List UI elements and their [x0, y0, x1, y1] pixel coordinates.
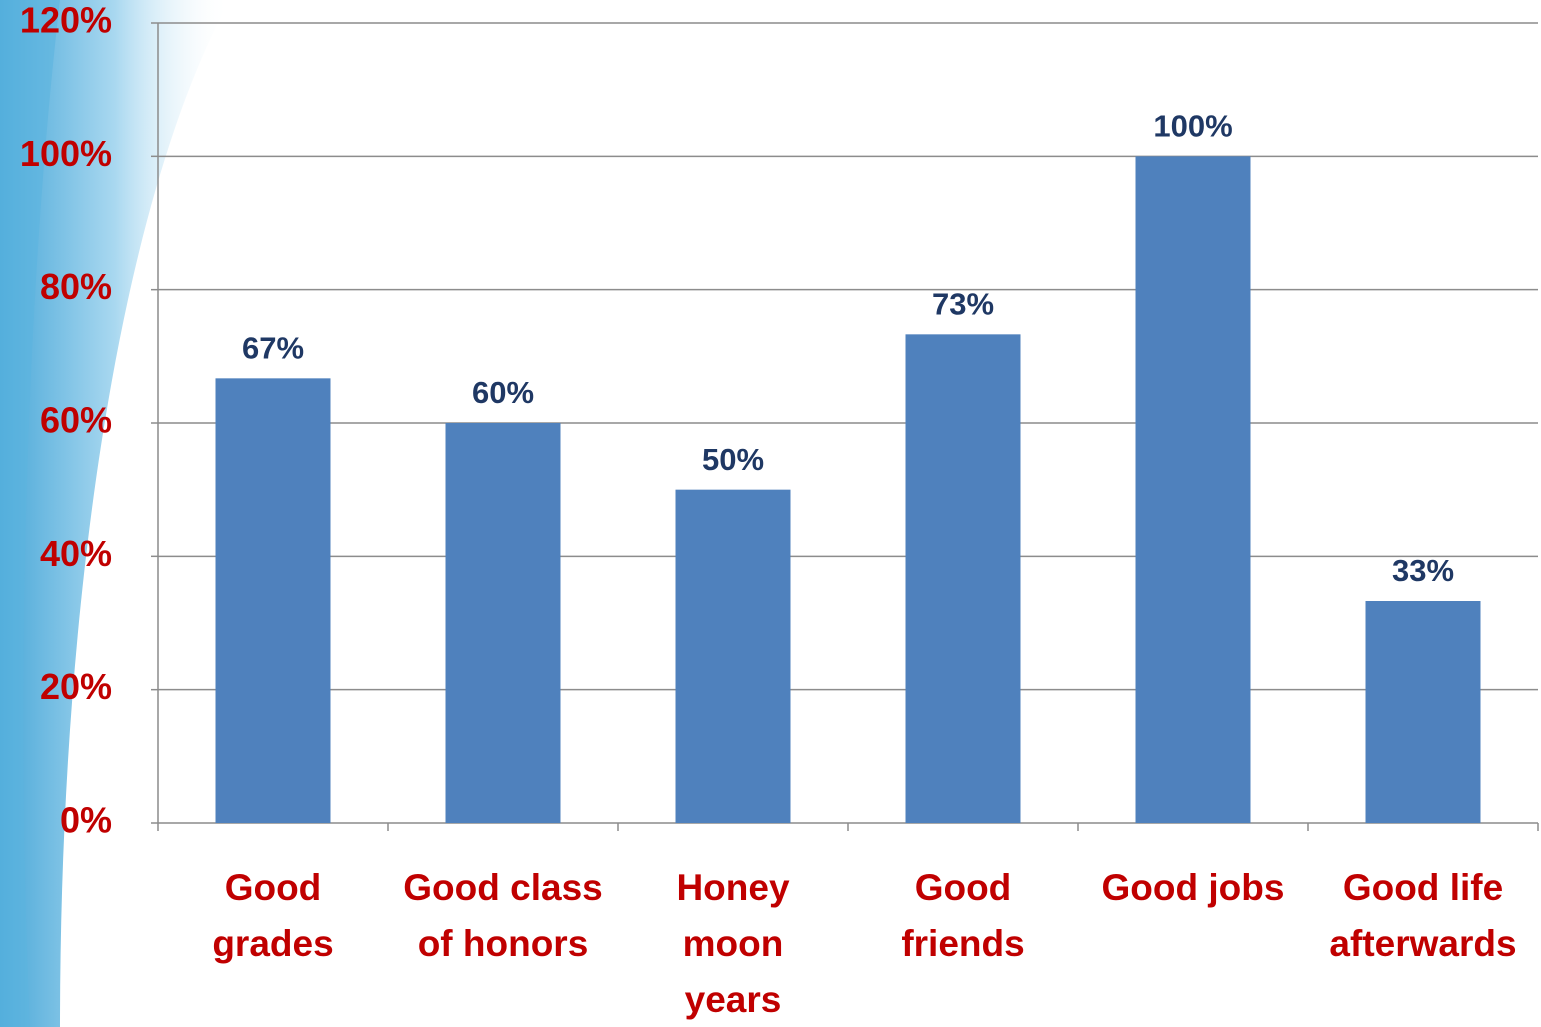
bar	[675, 489, 791, 823]
y-tick-label: 60%	[40, 400, 112, 441]
bar	[215, 378, 331, 823]
y-tick-label: 0%	[60, 800, 112, 841]
data-label: 50%	[702, 442, 764, 477]
x-tick-label: Good friends	[901, 867, 1025, 964]
x-tick-label: Good class of honors	[403, 867, 603, 964]
data-label: 73%	[932, 287, 994, 322]
x-tick-label: Good life afterwards	[1329, 867, 1517, 964]
data-label: 60%	[472, 375, 534, 410]
y-tick-label: 20%	[40, 666, 112, 707]
x-tick-label: Honey moon years	[676, 867, 790, 1020]
y-tick-label: 100%	[20, 133, 112, 174]
data-label: 100%	[1153, 109, 1232, 144]
y-tick-label: 120%	[20, 0, 112, 41]
background-swoosh	[0, 0, 60, 1027]
y-tick-label: 80%	[40, 266, 112, 307]
data-label: 33%	[1392, 553, 1454, 588]
bar	[905, 334, 1021, 823]
x-tick-label: Good grades	[212, 867, 334, 964]
y-tick-label: 40%	[40, 533, 112, 574]
x-tick-label: Good jobs	[1101, 867, 1285, 908]
bar	[1135, 156, 1251, 824]
bar	[1365, 601, 1481, 823]
bar	[445, 423, 561, 823]
data-label: 67%	[242, 331, 304, 366]
background-swoosh	[0, 0, 230, 1027]
